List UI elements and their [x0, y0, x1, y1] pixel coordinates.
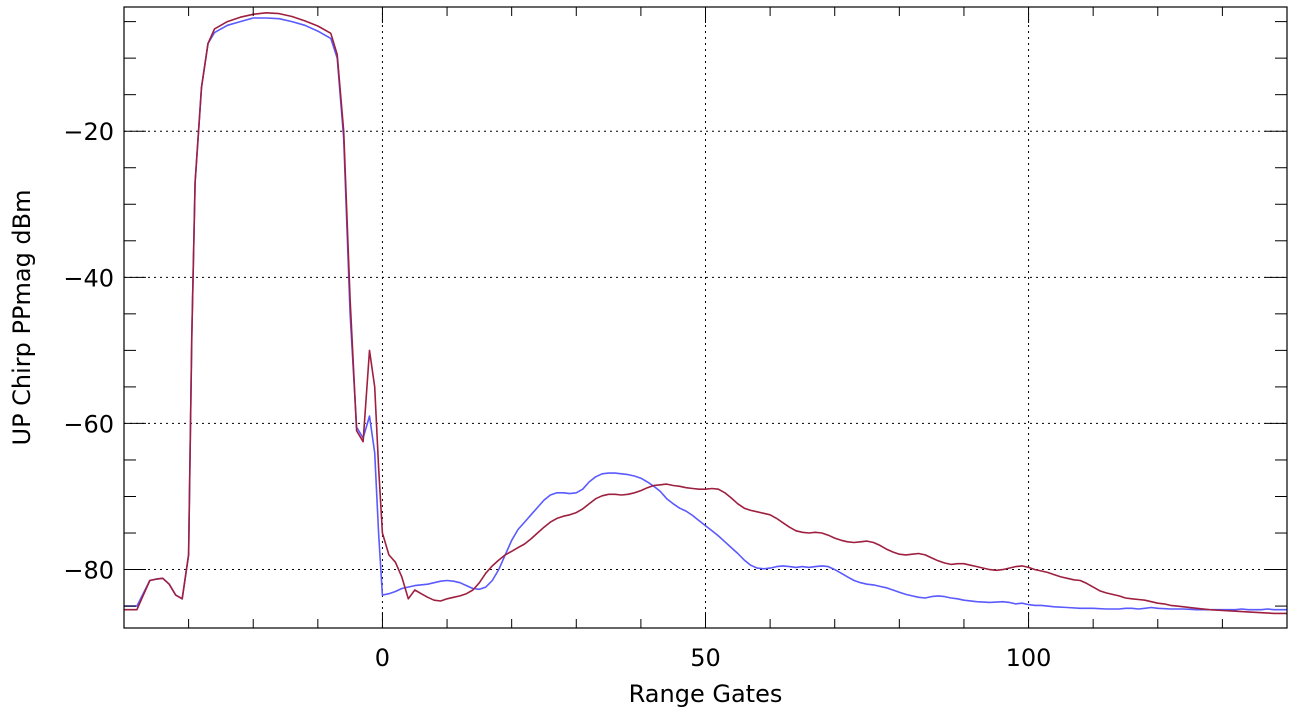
- tick-labels: 0 50 100 −20 −40 −60 −80: [63, 118, 1051, 672]
- plot-frame: [123, 6, 1288, 629]
- series-lines: [124, 12, 1287, 615]
- x-axis-title: Range Gates: [629, 680, 783, 708]
- y-tick-label: −80: [63, 557, 114, 585]
- x-tick-label: 100: [1006, 644, 1052, 672]
- x-tick-label: 0: [375, 644, 390, 672]
- axis-ticks: [123, 7, 1288, 628]
- y-tick-label: −40: [63, 264, 114, 292]
- series-line-2: [124, 12, 1287, 615]
- y-axis-title: UP Chirp PPmag dBm: [8, 189, 36, 445]
- x-tick-label: 50: [690, 644, 721, 672]
- y-tick-label: −20: [63, 118, 114, 146]
- y-tick-label: −60: [63, 410, 114, 438]
- grid-lines: [124, 7, 1287, 628]
